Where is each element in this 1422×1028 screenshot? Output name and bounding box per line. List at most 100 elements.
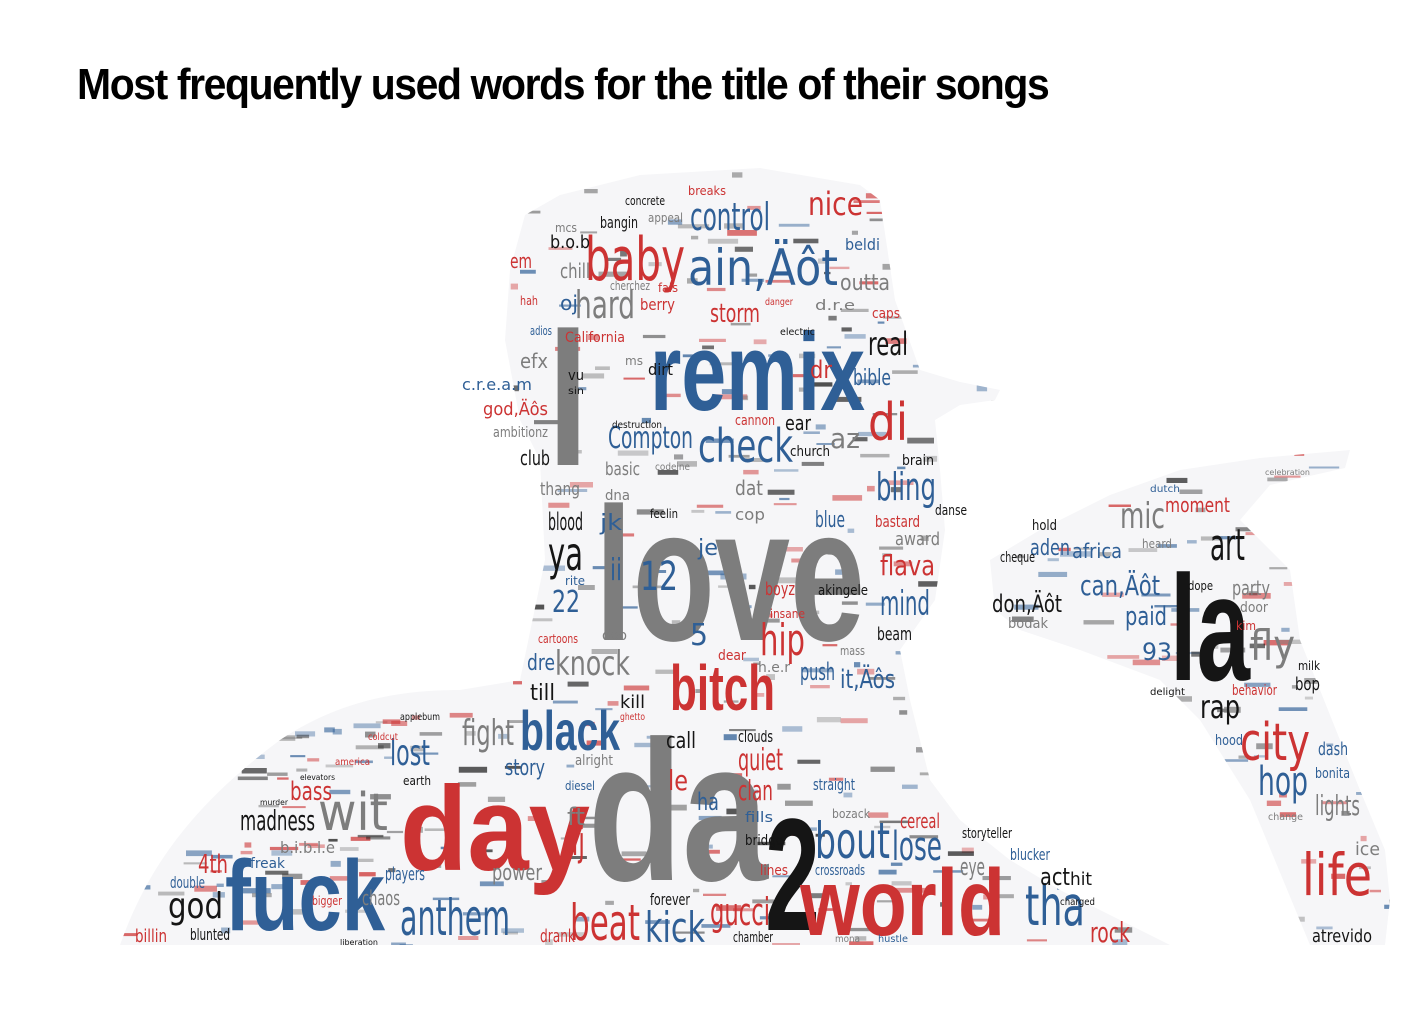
texture-mark [1183,942,1208,945]
word-cereal: cereal [900,809,940,833]
texture-mark [441,489,468,495]
texture-mark [1145,738,1172,744]
texture-mark [1195,507,1206,513]
texture-mark [407,382,419,387]
texture-mark [1244,682,1271,687]
texture-mark [144,519,158,525]
texture-mark [1224,706,1241,713]
texture-mark [1228,870,1251,875]
texture-mark [324,505,337,508]
texture-mark [893,696,906,701]
texture-mark [165,701,197,705]
texture-mark [320,240,332,246]
texture-mark [437,242,446,248]
texture-mark [399,944,413,945]
texture-mark [329,876,356,881]
texture-mark [826,346,841,349]
word-rite: rite [565,574,585,588]
texture-mark [759,916,770,920]
texture-mark [1356,792,1387,795]
word-forever: forever [650,890,690,909]
texture-mark [233,544,262,547]
word-hip: hip [760,615,805,666]
texture-mark [395,678,408,682]
texture-mark [607,257,622,261]
texture-mark [1052,823,1064,828]
texture-mark [691,509,705,513]
texture-mark [246,180,276,185]
word-charged: charged [1060,897,1095,908]
word-chill: chill [560,259,590,283]
word-em: em [510,249,532,273]
word-real: real [868,325,908,363]
texture-mark [275,210,294,214]
texture-mark [388,868,396,873]
texture-mark [1398,338,1415,342]
texture-mark [691,235,699,240]
texture-mark [1074,667,1095,670]
texture-mark [120,914,128,917]
texture-mark [340,388,373,393]
texture-mark [262,661,285,667]
texture-mark [412,715,420,720]
texture-mark [174,552,196,556]
texture-mark [257,512,264,515]
word-bass: bass [290,777,332,807]
word-celebration: celebration [1265,468,1310,477]
texture-mark [227,396,241,399]
texture-mark [171,527,199,533]
word-gods: god,Äôs [483,399,548,420]
word-bonita: bonita [1315,766,1350,782]
texture-mark [1048,663,1074,668]
word-coldcut: coldcut [368,732,398,743]
texture-mark [513,681,522,685]
texture-mark [1132,659,1161,666]
word-rap: rap [1200,688,1240,726]
texture-mark [1200,536,1223,541]
texture-mark [236,619,246,626]
texture-mark [1007,760,1028,763]
texture-mark [867,485,875,492]
texture-mark [1022,673,1042,679]
texture-mark [1379,245,1390,249]
texture-mark [415,500,436,503]
texture-mark [998,894,1014,899]
texture-mark [803,431,820,434]
texture-mark [829,266,850,270]
word-moment: moment [1165,493,1230,517]
texture-mark [591,649,618,654]
texture-mark [139,798,171,803]
word-world: world [799,850,1005,956]
word-danse: danse [935,503,967,519]
texture-mark [120,841,151,845]
word-blucker: blucker [1010,845,1050,864]
word-blood: blood [548,508,583,536]
texture-mark [584,189,598,194]
texture-mark [947,851,974,856]
texture-mark [269,846,299,851]
texture-mark [320,615,332,620]
texture-mark [487,796,506,802]
texture-mark [1237,308,1257,313]
texture-mark [1278,707,1308,711]
texture-mark [851,230,858,235]
texture-mark [458,936,479,940]
texture-mark [395,269,409,275]
word-caps: caps [872,306,900,322]
word-dope: dope [1188,579,1213,593]
word-basic: basic [605,459,640,480]
texture-mark [1229,258,1237,263]
texture-mark [872,413,898,416]
texture-mark [1127,477,1141,480]
texture-mark [687,278,698,284]
texture-mark [586,740,604,746]
texture-mark [807,610,820,615]
texture-mark [409,641,436,646]
texture-mark [661,393,681,398]
texture-mark [342,425,365,432]
texture-mark [282,873,303,879]
texture-mark [1114,927,1133,933]
word-hop: hop [1258,759,1308,805]
texture-mark [283,689,296,694]
texture-mark [1341,810,1350,816]
